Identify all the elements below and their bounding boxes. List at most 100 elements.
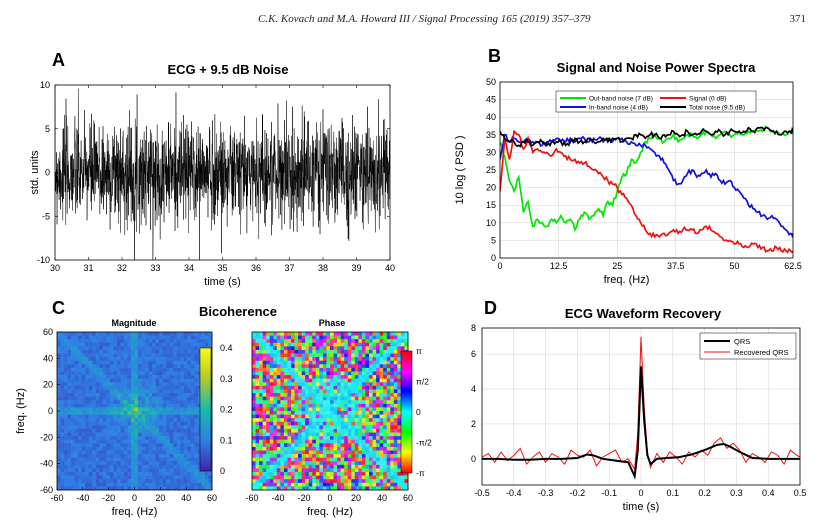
magnitude-cell [194, 461, 199, 466]
magnitude-cell [127, 472, 132, 476]
phase-cell [308, 475, 313, 480]
phase-cell [252, 418, 256, 423]
page-number: 371 [789, 13, 807, 25]
magnitude-cell [120, 342, 125, 347]
phase-cell [294, 332, 299, 336]
phase-cell [319, 335, 324, 340]
magnitude-cell [148, 486, 153, 491]
phase-cell [252, 464, 256, 469]
y-axis-label: freq. (Hz) [15, 388, 27, 434]
magnitude-cell [173, 472, 178, 476]
magnitude-cell [155, 360, 160, 365]
phase-cell [266, 411, 271, 415]
y-tick-label: 8 [471, 323, 476, 333]
magnitude-cell [159, 472, 163, 476]
magnitude-cell [194, 371, 199, 376]
magnitude-cell [201, 335, 206, 340]
magnitude-cell [134, 353, 139, 358]
phase-cell [319, 421, 324, 426]
magnitude-cell [109, 479, 114, 484]
magnitude-cell [67, 446, 72, 451]
magnitude-cell [148, 439, 153, 444]
phase-cell [365, 378, 370, 383]
magnitude-cell [169, 475, 174, 480]
phase-cell [397, 446, 402, 451]
magnitude-cell [99, 335, 104, 340]
phase-cell [400, 475, 405, 480]
magnitude-cell [152, 443, 156, 448]
magnitude-cell [162, 461, 167, 466]
phase-cell [376, 446, 380, 451]
phase-cell [280, 349, 285, 354]
magnitude-cell [74, 457, 79, 462]
magnitude-cell [187, 375, 192, 379]
phase-cell [312, 353, 317, 358]
magnitude-cell [113, 367, 118, 372]
magnitude-cell [159, 332, 163, 336]
magnitude-cell [180, 436, 185, 441]
magnitude-cell [194, 360, 199, 365]
magnitude-cell [180, 360, 185, 365]
x-tick-label: 33 [150, 263, 160, 273]
phase-cell [252, 439, 256, 444]
x-tick-label: 25 [612, 261, 622, 271]
magnitude-cell [71, 421, 75, 426]
phase-cell [308, 450, 313, 455]
magnitude-cell [95, 436, 100, 441]
phase-cell [376, 382, 380, 387]
magnitude-cell [194, 475, 199, 480]
magnitude-cell [145, 396, 149, 401]
magnitude-cell [67, 389, 72, 394]
phase-cell [252, 364, 256, 369]
phase-cell [259, 396, 263, 401]
magnitude-cell [166, 367, 171, 372]
magnitude-cell [60, 443, 65, 448]
phase-cell [379, 428, 384, 433]
magnitude-cell [183, 332, 188, 336]
phase-cell [276, 443, 281, 448]
phase-cell [358, 439, 363, 444]
phase-cell [291, 335, 295, 340]
phase-cell [301, 378, 306, 383]
phase-cell [358, 342, 363, 347]
magnitude-cell [106, 367, 111, 372]
magnitude-cell [141, 432, 146, 437]
magnitude-cell [92, 472, 97, 476]
magnitude-cell [166, 332, 171, 336]
phase-cell [333, 375, 338, 379]
phase-cell [276, 339, 281, 344]
phase-cell [369, 454, 373, 458]
magnitude-cell [138, 360, 142, 365]
magnitude-cell [180, 367, 185, 372]
magnitude-cell [194, 432, 199, 437]
phase-cell [312, 436, 317, 441]
phase-cell [294, 403, 299, 408]
magnitude-cell [155, 403, 160, 408]
magnitude-cell [109, 403, 114, 408]
phase-cell [287, 472, 292, 476]
magnitude-cell [99, 332, 104, 336]
magnitude-cell [148, 414, 153, 419]
magnitude-cell [116, 432, 121, 437]
phase-cell [365, 335, 370, 340]
phase-cell [354, 396, 359, 401]
magnitude-cell [106, 385, 111, 390]
phase-cell [322, 454, 327, 458]
phase-cell [390, 411, 395, 415]
phase-cell [273, 403, 278, 408]
magnitude-cell [141, 378, 146, 383]
phase-cell [291, 360, 295, 365]
phase-cell [287, 342, 292, 347]
magnitude-cell [141, 454, 146, 458]
x-tick-label: 0.2 [698, 488, 711, 498]
phase-cell [393, 357, 398, 362]
phase-cell [376, 339, 380, 344]
phase-cell [376, 428, 380, 433]
phase-cell [386, 436, 391, 441]
phase-cell [294, 389, 299, 394]
magnitude-cell [64, 464, 68, 469]
magnitude-cell [106, 436, 111, 441]
phase-cell [252, 421, 256, 426]
magnitude-cell [159, 407, 163, 412]
